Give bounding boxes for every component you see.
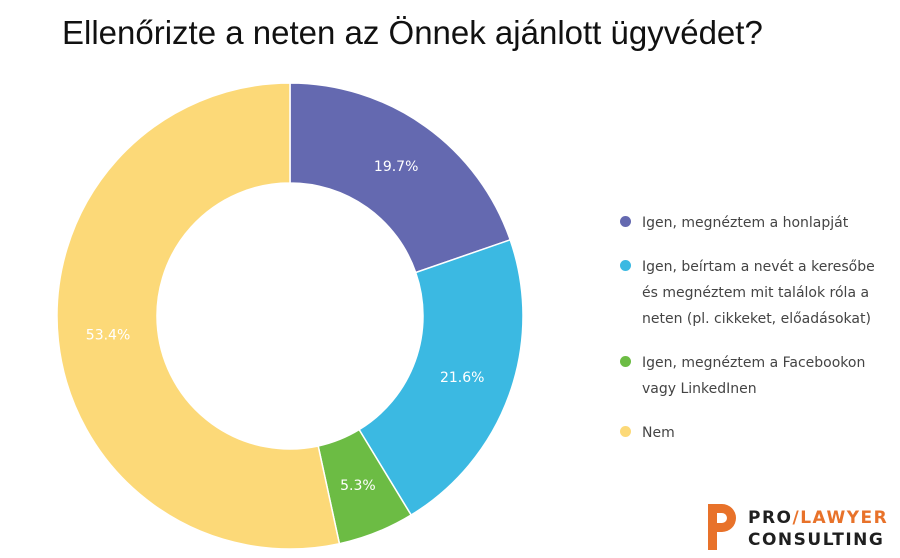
- legend-swatch-icon: [620, 260, 631, 271]
- legend-swatch-icon: [620, 216, 631, 227]
- legend-label: Igen, megnéztem a Facebookon vagy Linked…: [642, 355, 866, 397]
- slice-value-label: 21.6%: [440, 370, 484, 386]
- chart-title: Ellenőrizte a neten az Önnek ajánlott üg…: [62, 14, 763, 51]
- donut-chart: 19.7% 21.6% 5.3% 53.4%: [56, 82, 524, 550]
- donut-slice-nem: [56, 82, 341, 550]
- brand-p-mark-icon: [708, 504, 736, 550]
- slice-value-label: 19.7%: [374, 159, 418, 175]
- brand-pro-text: PRO: [748, 508, 793, 528]
- brand-consulting-text: CONSULTING: [748, 530, 885, 550]
- legend-label: Igen, beírtam a nevét a keresőbe és megn…: [642, 259, 875, 327]
- brand-line-1: PRO/LAWYER: [748, 508, 888, 528]
- slice-value-label: 5.3%: [340, 478, 376, 494]
- legend-item: Igen, megnéztem a honlapját: [620, 210, 880, 236]
- legend-item: Igen, beírtam a nevét a keresőbe és megn…: [620, 254, 880, 332]
- donut-slice-igen-megneztem-a-honlapjat: [289, 82, 512, 274]
- brand-lawyer-text: /LAWYER: [792, 508, 889, 528]
- legend-swatch-icon: [620, 426, 631, 437]
- legend-swatch-icon: [620, 356, 631, 367]
- donut-slice-igen-beirtam-a-nevet-a-keresob: [358, 238, 524, 517]
- legend-label: Igen, megnéztem a honlapját: [642, 215, 849, 231]
- legend-label: Nem: [642, 425, 675, 441]
- legend-item: Nem: [620, 420, 880, 446]
- legend-item: Igen, megnéztem a Facebookon vagy Linked…: [620, 350, 880, 402]
- slice-value-label: 53.4%: [86, 328, 130, 344]
- legend: Igen, megnéztem a honlapját Igen, beírtam…: [620, 210, 880, 464]
